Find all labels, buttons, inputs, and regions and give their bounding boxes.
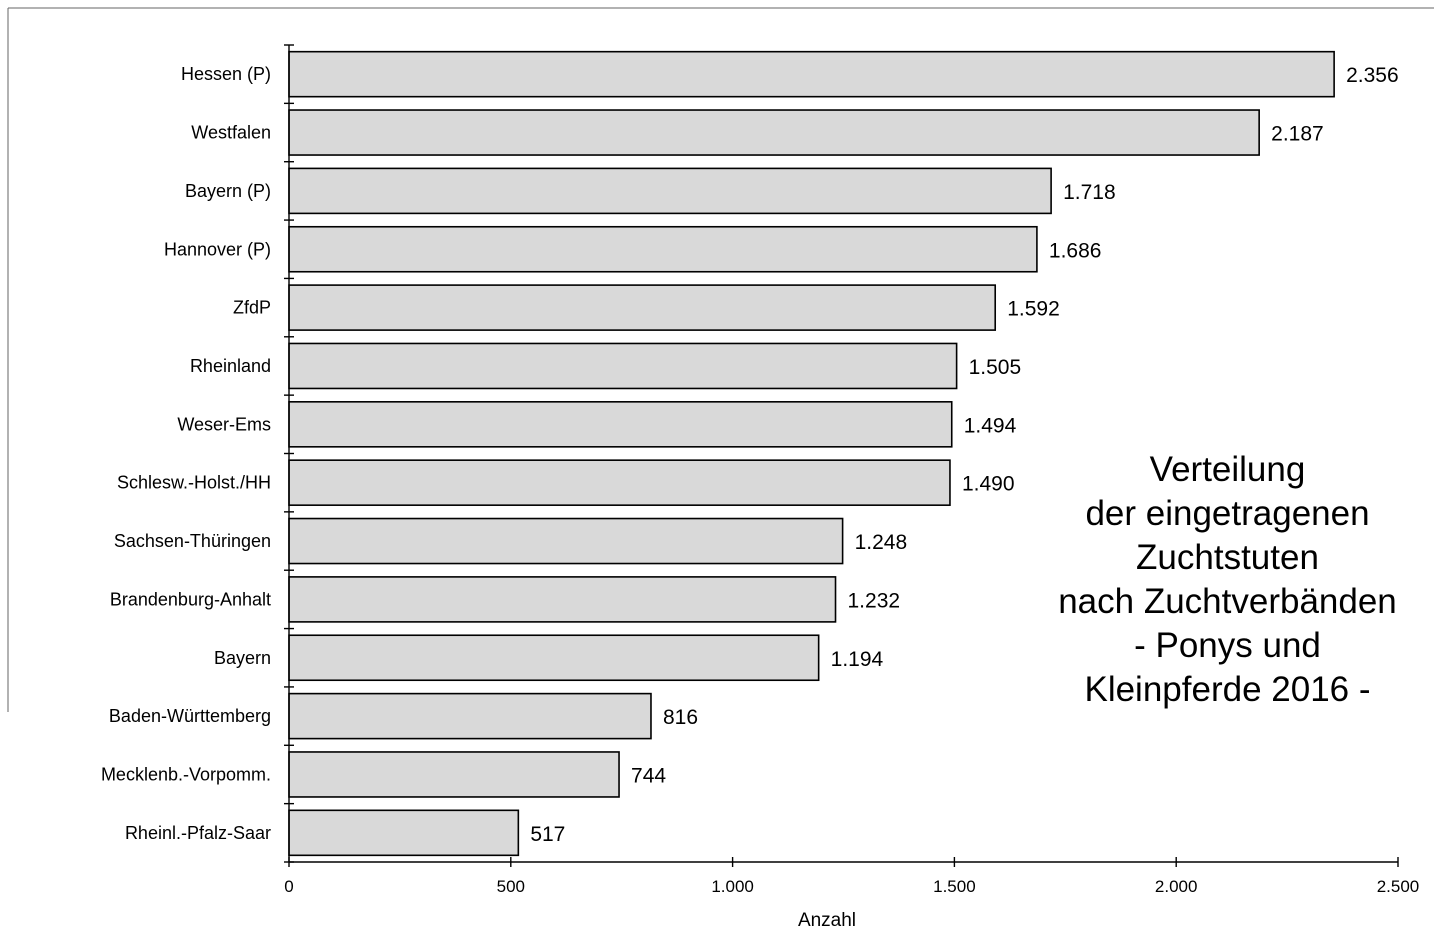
category-label: Sachsen-Thüringen: [114, 531, 271, 551]
data-label: 1.718: [1063, 181, 1116, 204]
data-label: 1.194: [831, 648, 884, 671]
axes-layer: 0 500 1.000 1.500 2.000 2.500: [284, 44, 1420, 896]
bar: [288, 692, 652, 740]
data-label: 1.494: [964, 414, 1017, 437]
data-label: 1.232: [848, 589, 901, 612]
category-label: Mecklenb.-Vorpomm.: [101, 764, 271, 784]
data-label: 1.505: [969, 356, 1022, 379]
bar: [288, 517, 844, 565]
category-label: Hannover (P): [164, 239, 271, 259]
category-label: Schlesw.-Holst./HH: [117, 473, 271, 493]
category-label: Westfalen: [191, 123, 271, 143]
bars-layer: Hessen (P) 2.356 Westfalen 2.187 Bayern (P) 1…: [101, 50, 1399, 857]
category-label: Baden-Württemberg: [109, 706, 271, 726]
category-label: Bayern: [214, 648, 271, 668]
data-label: 517: [530, 823, 565, 846]
chart-title-line: der eingetragenen: [1085, 494, 1370, 533]
bar: [288, 225, 1038, 273]
category-label: Rheinland: [190, 356, 271, 376]
bar: [288, 576, 837, 623]
bar: [288, 109, 1260, 156]
bar: [288, 634, 820, 682]
bar: [288, 459, 951, 506]
data-label: 1.490: [962, 473, 1015, 496]
data-label: 1.592: [1007, 298, 1060, 321]
bar: [288, 401, 953, 448]
category-label: Hessen (P): [181, 64, 271, 84]
chart-title: Verteilung der eingetragenen Zuchtstuten…: [1030, 448, 1425, 712]
x-tick-label: 1.000: [711, 877, 754, 896]
data-label: 1.248: [855, 531, 908, 554]
category-label: ZfdP: [233, 298, 271, 318]
chart-title-line: Kleinpferde 2016 -: [1084, 670, 1371, 709]
bar: [288, 809, 520, 857]
bar: [288, 50, 1335, 98]
x-tick-label: 2.500: [1377, 877, 1420, 896]
chart-title-line: nach Zuchtverbänden: [1058, 582, 1397, 621]
bar: [288, 751, 620, 798]
x-tick-label: 1.500: [933, 877, 976, 896]
data-label: 744: [631, 764, 666, 787]
x-tick-label: 2.000: [1155, 877, 1198, 896]
data-label: 816: [663, 706, 698, 729]
chart-title-line: - Ponys und: [1134, 626, 1321, 665]
chart-title-line: Verteilung: [1149, 450, 1306, 489]
category-label: Brandenburg-Anhalt: [110, 589, 271, 609]
x-tick-label: 0: [284, 877, 293, 896]
data-label: 1.686: [1049, 239, 1102, 262]
bar: [288, 167, 1052, 215]
category-label: Weser-Ems: [177, 414, 271, 434]
category-label: Rheinl.-Pfalz-Saar: [125, 823, 271, 843]
category-label: Bayern (P): [185, 181, 271, 201]
data-label: 2.356: [1346, 64, 1399, 87]
x-tick-label: 500: [497, 877, 525, 896]
chart-title-line: Zuchtstuten: [1136, 538, 1319, 577]
bar: [288, 284, 997, 331]
bar: [288, 342, 958, 390]
data-label: 2.187: [1271, 123, 1324, 146]
x-axis-title: Anzahl: [798, 910, 856, 931]
